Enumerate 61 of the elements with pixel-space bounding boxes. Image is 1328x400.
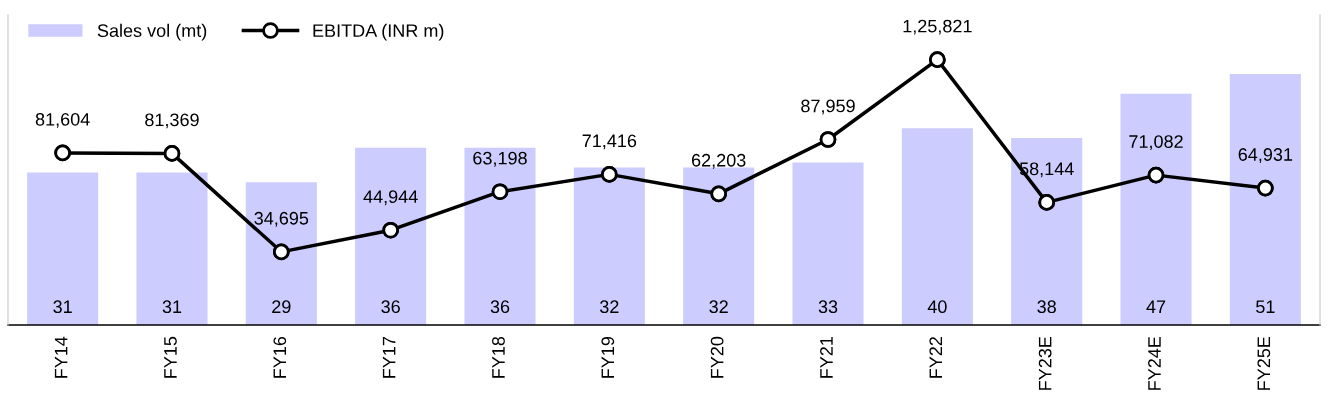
point — [1257, 179, 1274, 197]
x-tick-label: FY25E — [1257, 336, 1271, 390]
data-label: 34,695 — [254, 211, 309, 227]
data-label: 36 — [490, 300, 510, 314]
legend-label: EBITDA (INR m) — [313, 23, 444, 41]
data-label: 32 — [599, 300, 619, 314]
data-label: 40 — [927, 300, 947, 314]
point — [929, 51, 946, 68]
point — [1038, 194, 1056, 211]
data-label: 31 — [162, 300, 182, 314]
x-tick-label: FY24E — [1148, 336, 1161, 390]
x-tick-label: FY16 — [273, 336, 287, 378]
data-label: 33 — [818, 300, 838, 314]
data-label: 63,198 — [473, 151, 527, 167]
data-label: 71,082 — [1129, 135, 1183, 151]
bar — [464, 147, 536, 325]
point — [54, 144, 71, 162]
bar — [573, 167, 645, 325]
data-label: 71,416 — [582, 134, 637, 150]
x-tick-label: FY19 — [601, 336, 615, 378]
data-label: 51 — [1256, 300, 1275, 314]
bar — [792, 162, 864, 325]
bar — [901, 128, 973, 325]
point — [272, 243, 290, 261]
bar — [27, 172, 99, 325]
data-label: 38 — [1037, 300, 1056, 314]
x-tick-label: FY21 — [820, 336, 833, 378]
data-label: 29 — [272, 300, 291, 314]
legend-label: Sales vol (mt) — [97, 23, 207, 41]
data-label: 62,203 — [691, 153, 746, 169]
bar — [136, 172, 208, 325]
data-label: 81,369 — [145, 113, 199, 129]
bar — [1120, 93, 1192, 325]
data-label: 36 — [381, 300, 400, 314]
x-tick-label: FY17 — [382, 337, 396, 378]
data-label: 44,944 — [363, 190, 418, 206]
point — [163, 145, 181, 162]
data-label: 47 — [1146, 300, 1166, 313]
x-tick-label: FY20 — [710, 336, 724, 378]
data-label: 81,604 — [35, 112, 90, 128]
point — [1147, 166, 1165, 184]
data-label: 1,25,821 — [903, 19, 972, 35]
x-tick-label: FY22 — [929, 337, 943, 378]
point — [382, 221, 399, 239]
x-tick-label: FY18 — [492, 336, 505, 378]
data-label: 31 — [53, 300, 72, 314]
x-tick-label: FY15 — [164, 336, 177, 378]
point — [491, 183, 509, 201]
point — [710, 185, 727, 203]
point — [601, 166, 618, 183]
bar — [1011, 138, 1083, 325]
data-label: 64,931 — [1238, 148, 1293, 164]
bar — [355, 147, 427, 325]
x-tick-label: FY14 — [54, 336, 68, 378]
data-label: 87,959 — [801, 99, 855, 115]
bar — [245, 182, 317, 325]
bar — [1229, 74, 1301, 325]
bar — [683, 167, 755, 325]
point — [819, 131, 837, 148]
data-label: 32 — [709, 300, 728, 314]
x-tick-label: FY23E — [1038, 336, 1052, 390]
